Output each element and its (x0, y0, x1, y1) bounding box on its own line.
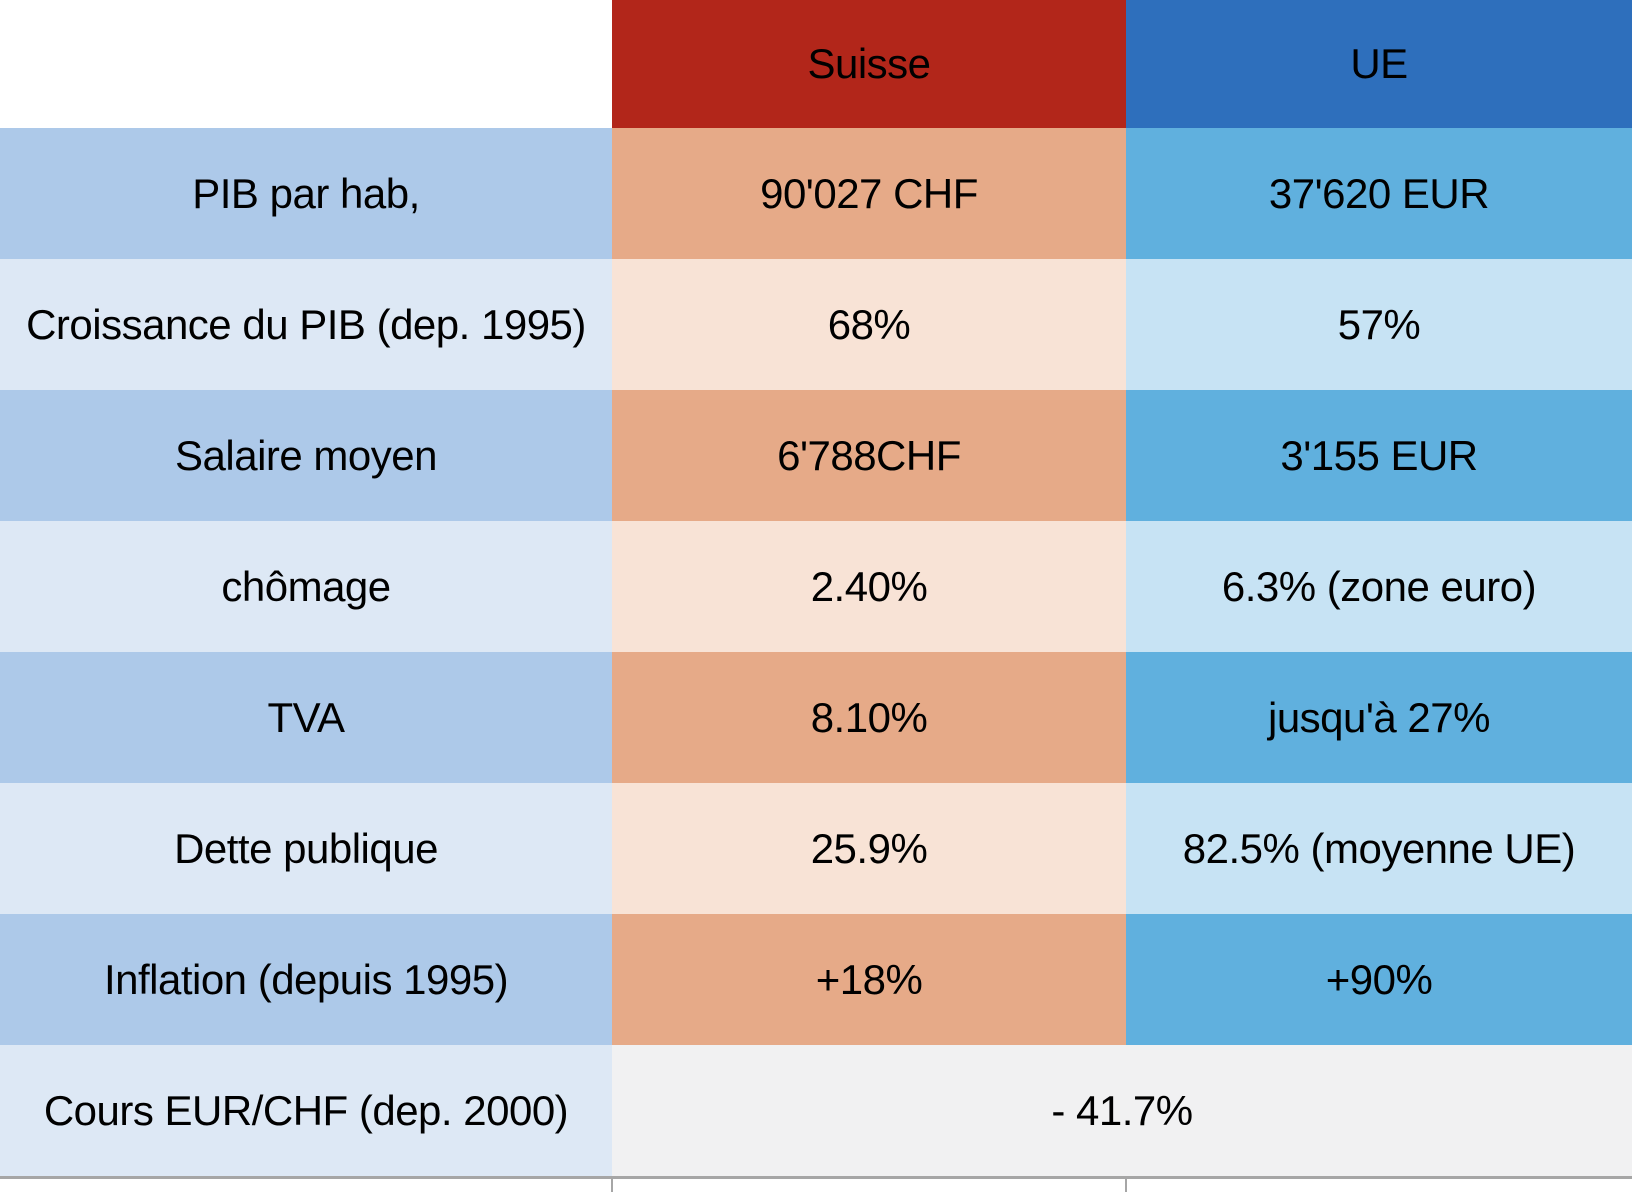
row-label-salaire-moyen: Salaire moyen (0, 390, 612, 521)
row-label-dette-publique: Dette publique (0, 783, 612, 914)
bottom-gutter (0, 1179, 1632, 1192)
cell-ue-dette-publique: 82.5% (moyenne UE) (1126, 783, 1632, 914)
cell-suisse-dette-publique: 25.9% (612, 783, 1126, 914)
cell-ue-croissance-pib: 57% (1126, 259, 1632, 390)
corner-cell (0, 0, 612, 128)
cell-ue-chomage: 6.3% (zone euro) (1126, 521, 1632, 652)
cell-suisse-pib-par-hab: 90'027 CHF (612, 128, 1126, 259)
gridline-column-1 (611, 1179, 613, 1192)
cell-ue-pib-par-hab: 37'620 EUR (1126, 128, 1632, 259)
cell-ue-tva: jusqu'à 27% (1126, 652, 1632, 783)
row-label-croissance-pib: Croissance du PIB (dep. 1995) (0, 259, 612, 390)
cell-ue-salaire-moyen: 3'155 EUR (1126, 390, 1632, 521)
row-label-tva: TVA (0, 652, 612, 783)
cell-suisse-inflation: +18% (612, 914, 1126, 1045)
cell-suisse-croissance-pib: 68% (612, 259, 1126, 390)
row-label-inflation: Inflation (depuis 1995) (0, 914, 612, 1045)
table-bottom-border (0, 1176, 1632, 1179)
cell-ue-inflation: +90% (1126, 914, 1632, 1045)
cell-merged-cours-eur-chf: - 41.7% (612, 1045, 1632, 1176)
row-label-cours-eur-chf: Cours EUR/CHF (dep. 2000) (0, 1045, 612, 1176)
column-header-ue: UE (1126, 0, 1632, 128)
cell-suisse-chomage: 2.40% (612, 521, 1126, 652)
row-label-pib-par-hab: PIB par hab, (0, 128, 612, 259)
cell-suisse-tva: 8.10% (612, 652, 1126, 783)
row-label-chomage: chômage (0, 521, 612, 652)
gridline-column-2 (1125, 1179, 1127, 1192)
column-header-suisse: Suisse (612, 0, 1126, 128)
cell-suisse-salaire-moyen: 6'788CHF (612, 390, 1126, 521)
